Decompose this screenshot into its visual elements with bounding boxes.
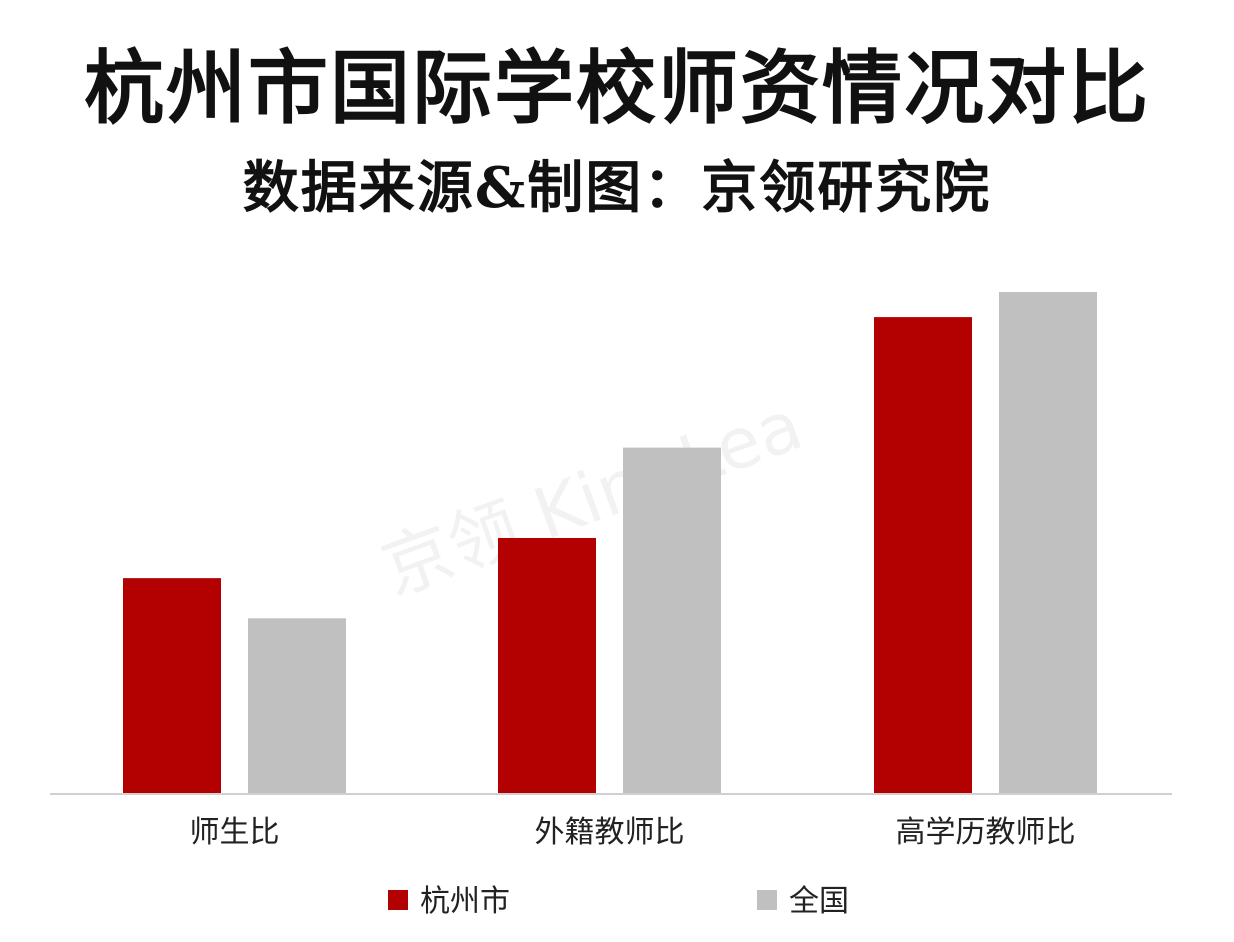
bar-national-2 bbox=[999, 292, 1097, 794]
legend-label-national: 全国 bbox=[789, 884, 849, 919]
chart-subtitle: 数据来源&制图：京领研究院 bbox=[242, 155, 992, 221]
legend-label-hangzhou: 杭州市 bbox=[420, 884, 510, 919]
legend-swatch-hangzhou bbox=[388, 890, 408, 910]
bar-national-0 bbox=[248, 618, 346, 794]
x-tick-label-0: 师生比 bbox=[190, 815, 280, 850]
x-tick-label-1: 外籍教师比 bbox=[535, 815, 685, 850]
x-tick-label-2: 高学历教师比 bbox=[896, 815, 1076, 850]
legend-swatch-national bbox=[757, 890, 777, 910]
bar-hangzhou-0 bbox=[123, 578, 221, 794]
bar-national-1 bbox=[623, 447, 721, 794]
bar-hangzhou-1 bbox=[498, 537, 596, 794]
bar-hangzhou-2 bbox=[874, 317, 972, 794]
chart-title: 杭州市国际学校师资情况对比 bbox=[84, 41, 1150, 135]
